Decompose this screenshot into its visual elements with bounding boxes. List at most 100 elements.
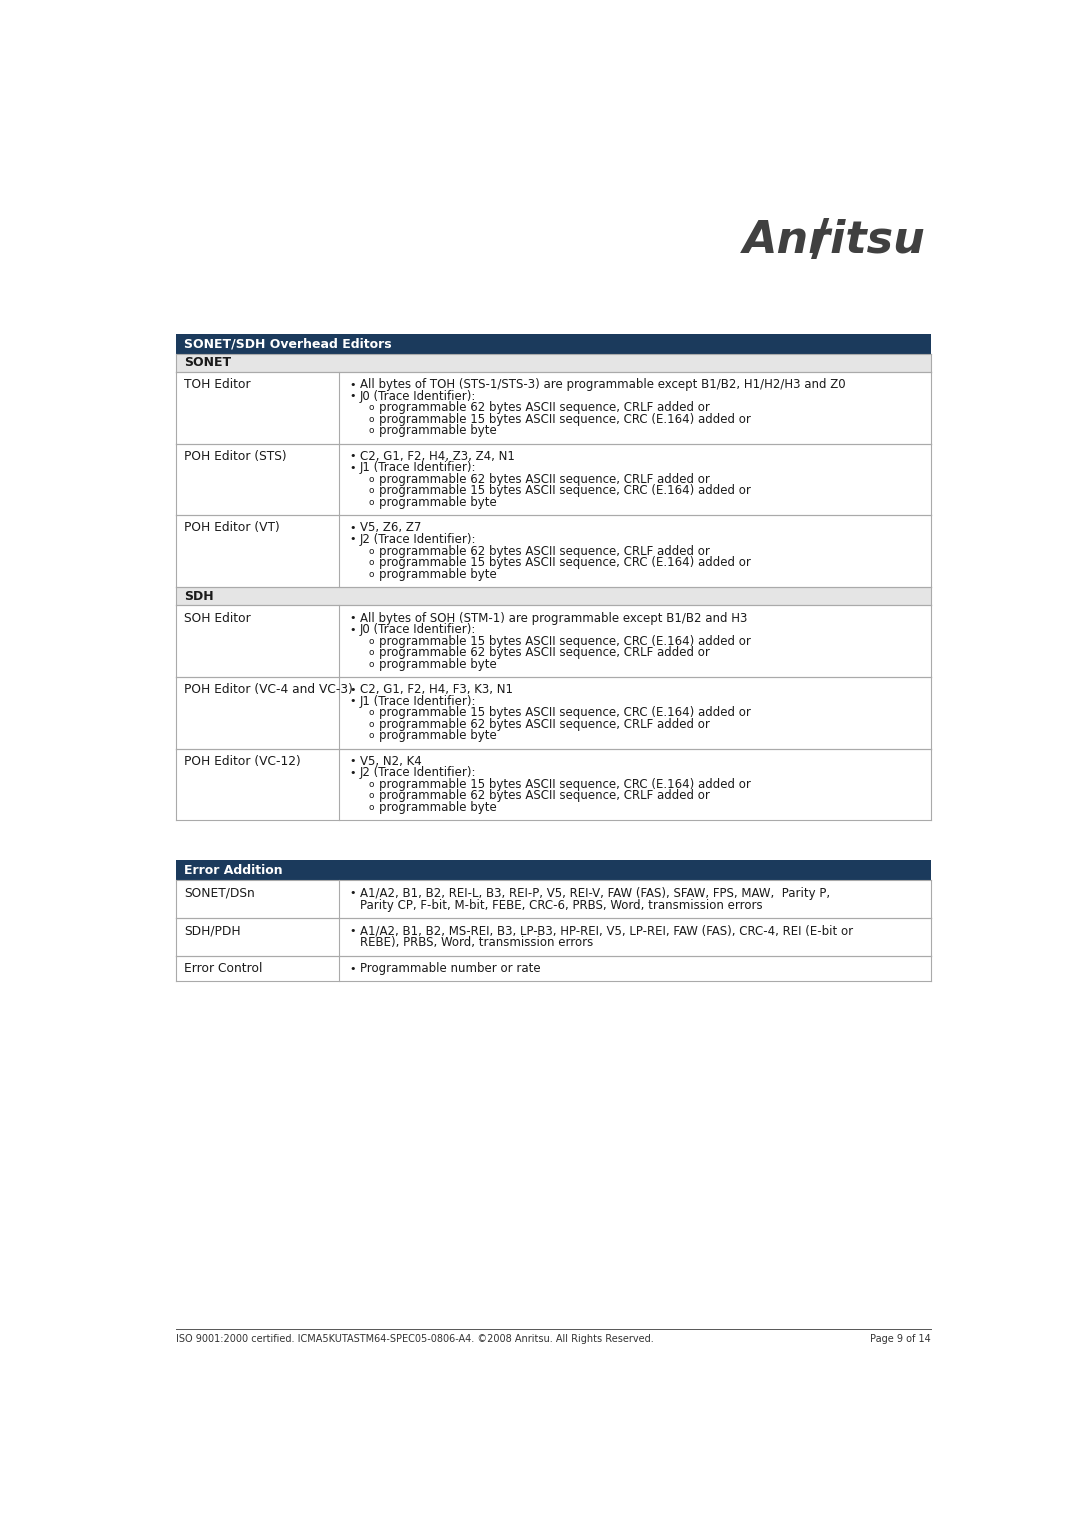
Text: J1 (Trace Identifier):: J1 (Trace Identifier): bbox=[360, 461, 476, 474]
Text: A1/A2, B1, B2, REI-L, B3, REI-P, V5, REI-V, FAW (FAS), SFAW, FPS, MAW,  Parity P: A1/A2, B1, B2, REI-L, B3, REI-P, V5, REI… bbox=[360, 886, 829, 900]
Text: o: o bbox=[368, 779, 374, 788]
Text: o: o bbox=[368, 802, 374, 811]
Text: •: • bbox=[350, 463, 356, 472]
Text: Page 9 of 14: Page 9 of 14 bbox=[870, 1334, 931, 1345]
Text: Error Addition: Error Addition bbox=[184, 863, 283, 877]
Bar bbox=[339, 605, 931, 677]
Text: programmable byte: programmable byte bbox=[379, 497, 497, 509]
Text: POH Editor (VC-4 and VC-3): POH Editor (VC-4 and VC-3) bbox=[184, 683, 353, 697]
Text: programmable byte: programmable byte bbox=[379, 425, 497, 437]
Text: programmable 62 bytes ASCII sequence, CRLF added or: programmable 62 bytes ASCII sequence, CR… bbox=[379, 402, 710, 414]
Text: o: o bbox=[368, 486, 374, 495]
Bar bbox=[176, 587, 931, 605]
Text: SONET/SDH Overhead Editors: SONET/SDH Overhead Editors bbox=[184, 338, 391, 350]
Text: POH Editor (VT): POH Editor (VT) bbox=[184, 521, 280, 535]
Text: •: • bbox=[350, 964, 356, 973]
Text: SONET/DSn: SONET/DSn bbox=[184, 886, 255, 900]
Text: •: • bbox=[350, 451, 356, 461]
Text: V5, Z6, Z7: V5, Z6, Z7 bbox=[360, 521, 421, 535]
Text: Programmable number or rate: Programmable number or rate bbox=[360, 963, 540, 975]
Text: SOH Editor: SOH Editor bbox=[184, 611, 251, 625]
Text: J1 (Trace Identifier):: J1 (Trace Identifier): bbox=[360, 695, 476, 707]
Text: programmable byte: programmable byte bbox=[379, 657, 497, 671]
Bar bbox=[176, 677, 339, 749]
Text: o: o bbox=[368, 475, 374, 484]
Text: o: o bbox=[368, 403, 374, 413]
Text: o: o bbox=[368, 558, 374, 567]
Text: programmable byte: programmable byte bbox=[379, 801, 497, 814]
Bar bbox=[176, 443, 339, 515]
Bar bbox=[339, 443, 931, 515]
Text: SDH/PDH: SDH/PDH bbox=[184, 924, 241, 937]
Text: All bytes of TOH (STS-1/STS-3) are programmable except B1/B2, H1/H2/H3 and Z0: All bytes of TOH (STS-1/STS-3) are progr… bbox=[360, 379, 846, 391]
Bar bbox=[176, 918, 339, 955]
Text: J0 (Trace Identifier):: J0 (Trace Identifier): bbox=[360, 390, 476, 403]
Bar bbox=[176, 333, 931, 353]
Text: o: o bbox=[368, 498, 374, 507]
Text: •: • bbox=[350, 625, 356, 634]
Text: programmable 62 bytes ASCII sequence, CRLF added or: programmable 62 bytes ASCII sequence, CR… bbox=[379, 790, 710, 802]
Bar bbox=[339, 955, 931, 981]
Text: o: o bbox=[368, 660, 374, 669]
Bar bbox=[339, 371, 931, 443]
Text: programmable 15 bytes ASCII sequence, CRC (E.164) added or: programmable 15 bytes ASCII sequence, CR… bbox=[379, 778, 751, 792]
Text: Anritsu: Anritsu bbox=[743, 219, 926, 261]
Text: SONET: SONET bbox=[184, 356, 231, 370]
Text: o: o bbox=[368, 792, 374, 801]
Text: o: o bbox=[368, 547, 374, 556]
Text: POH Editor (VC-12): POH Editor (VC-12) bbox=[184, 755, 300, 767]
Bar bbox=[339, 749, 931, 821]
Text: J2 (Trace Identifier):: J2 (Trace Identifier): bbox=[360, 533, 476, 545]
Text: •: • bbox=[350, 767, 356, 778]
Text: programmable 62 bytes ASCII sequence, CRLF added or: programmable 62 bytes ASCII sequence, CR… bbox=[379, 544, 710, 558]
Text: •: • bbox=[350, 380, 356, 390]
Bar bbox=[339, 515, 931, 587]
Text: •: • bbox=[350, 613, 356, 623]
Text: •: • bbox=[350, 888, 356, 898]
Text: programmable 62 bytes ASCII sequence, CRLF added or: programmable 62 bytes ASCII sequence, CR… bbox=[379, 718, 710, 730]
Bar bbox=[176, 860, 931, 880]
Text: Parity CP, F-bit, M-bit, FEBE, CRC-6, PRBS, Word, transmission errors: Parity CP, F-bit, M-bit, FEBE, CRC-6, PR… bbox=[360, 898, 762, 912]
Text: •: • bbox=[350, 523, 356, 533]
Text: •: • bbox=[350, 756, 356, 766]
Text: programmable byte: programmable byte bbox=[379, 567, 497, 581]
Text: •: • bbox=[350, 697, 356, 706]
Text: •: • bbox=[350, 535, 356, 544]
Text: programmable 15 bytes ASCII sequence, CRC (E.164) added or: programmable 15 bytes ASCII sequence, CR… bbox=[379, 634, 751, 648]
Text: A1/A2, B1, B2, MS-REI, B3, LP-B3, HP-REI, V5, LP-REI, FAW (FAS), CRC-4, REI (E-b: A1/A2, B1, B2, MS-REI, B3, LP-B3, HP-REI… bbox=[360, 924, 853, 937]
Text: o: o bbox=[368, 570, 374, 579]
Text: POH Editor (STS): POH Editor (STS) bbox=[184, 449, 286, 463]
Text: o: o bbox=[368, 720, 374, 729]
Text: programmable 15 bytes ASCII sequence, CRC (E.164) added or: programmable 15 bytes ASCII sequence, CR… bbox=[379, 706, 751, 720]
Text: J2 (Trace Identifier):: J2 (Trace Identifier): bbox=[360, 767, 476, 779]
Text: o: o bbox=[368, 709, 374, 717]
Bar bbox=[176, 749, 339, 821]
Text: All bytes of SOH (STM-1) are programmable except B1/B2 and H3: All bytes of SOH (STM-1) are programmabl… bbox=[360, 611, 747, 625]
Bar bbox=[339, 677, 931, 749]
Text: SDH: SDH bbox=[184, 590, 214, 602]
Text: •: • bbox=[350, 926, 356, 935]
Bar bbox=[339, 918, 931, 955]
Text: REBE), PRBS, Word, transmission errors: REBE), PRBS, Word, transmission errors bbox=[360, 937, 593, 949]
Text: o: o bbox=[368, 637, 374, 646]
Bar bbox=[176, 371, 339, 443]
Text: C2, G1, F2, H4, Z3, Z4, N1: C2, G1, F2, H4, Z3, Z4, N1 bbox=[360, 449, 515, 463]
Text: •: • bbox=[350, 685, 356, 695]
Bar bbox=[176, 605, 339, 677]
Text: ISO 9001:2000 certified. ICMA5KUTASTM64-SPEC05-0806-A4. ©2008 Anritsu. All Right: ISO 9001:2000 certified. ICMA5KUTASTM64-… bbox=[176, 1334, 653, 1345]
Bar bbox=[176, 955, 339, 981]
Text: C2, G1, F2, H4, F3, K3, N1: C2, G1, F2, H4, F3, K3, N1 bbox=[360, 683, 513, 697]
Text: TOH Editor: TOH Editor bbox=[184, 379, 251, 391]
Text: /: / bbox=[811, 215, 829, 263]
Text: V5, N2, K4: V5, N2, K4 bbox=[360, 755, 421, 767]
Text: o: o bbox=[368, 426, 374, 435]
Text: o: o bbox=[368, 648, 374, 657]
Text: •: • bbox=[350, 391, 356, 402]
Text: programmable 15 bytes ASCII sequence, CRC (E.164) added or: programmable 15 bytes ASCII sequence, CR… bbox=[379, 556, 751, 568]
Text: o: o bbox=[368, 416, 374, 423]
Text: programmable byte: programmable byte bbox=[379, 729, 497, 743]
Text: programmable 15 bytes ASCII sequence, CRC (E.164) added or: programmable 15 bytes ASCII sequence, CR… bbox=[379, 484, 751, 498]
Text: programmable 62 bytes ASCII sequence, CRLF added or: programmable 62 bytes ASCII sequence, CR… bbox=[379, 646, 710, 659]
Text: o: o bbox=[368, 732, 374, 741]
Text: J0 (Trace Identifier):: J0 (Trace Identifier): bbox=[360, 623, 476, 636]
